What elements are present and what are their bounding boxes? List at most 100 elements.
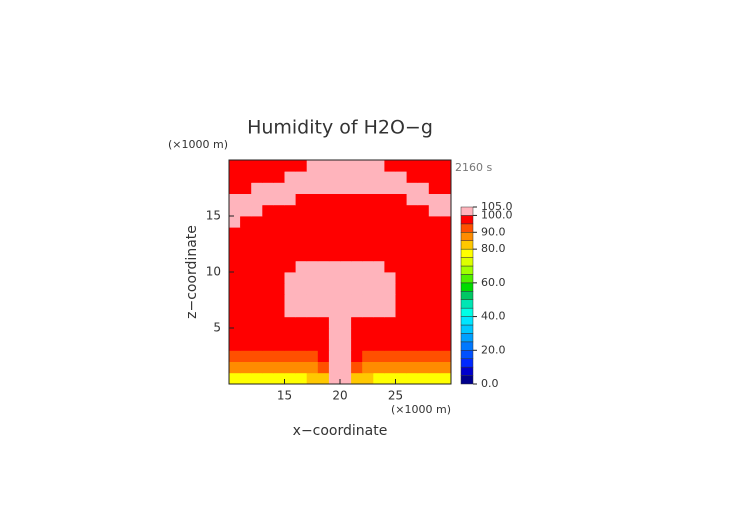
heat-cell xyxy=(229,249,241,262)
heat-cell xyxy=(251,272,263,284)
heat-cell xyxy=(428,339,441,351)
heat-cell xyxy=(428,305,441,318)
heat-cell xyxy=(351,238,363,250)
heat-cell xyxy=(328,227,341,239)
heat-cell xyxy=(373,294,385,306)
heat-cell xyxy=(417,328,430,340)
heat-cell xyxy=(362,305,374,318)
heat-cell xyxy=(384,328,396,340)
heat-cell xyxy=(295,272,308,284)
heat-cell xyxy=(384,227,396,239)
heat-cell xyxy=(428,350,441,362)
heat-cell xyxy=(295,182,308,194)
heat-cell xyxy=(384,160,396,172)
heat-cell xyxy=(384,294,396,306)
heat-cell xyxy=(395,193,407,206)
heat-cell xyxy=(340,294,352,306)
heat-cell xyxy=(295,350,308,362)
heat-cell xyxy=(395,204,407,217)
heat-cell xyxy=(284,350,296,362)
heat-cell xyxy=(273,372,285,385)
heat-cell xyxy=(251,260,263,273)
heat-cell xyxy=(273,227,285,239)
heat-cell xyxy=(251,182,263,194)
heat-cell xyxy=(417,204,430,217)
heat-cell xyxy=(328,361,341,374)
y-tick-label: 10 xyxy=(206,265,221,279)
heat-cell xyxy=(395,260,407,273)
heat-cell xyxy=(439,328,452,340)
heat-cell xyxy=(328,350,341,362)
heat-cell xyxy=(417,193,430,206)
heat-cell xyxy=(240,283,252,295)
heat-cell xyxy=(262,339,274,351)
heat-cell xyxy=(395,182,407,194)
heat-cell xyxy=(251,339,263,351)
heat-cell xyxy=(229,339,241,351)
heat-cell xyxy=(295,294,308,306)
colorbar-band xyxy=(460,291,474,300)
heat-cell xyxy=(362,249,374,262)
heat-cell xyxy=(340,260,352,273)
heat-cell xyxy=(351,227,363,239)
heat-cell xyxy=(317,339,330,351)
heat-cell xyxy=(428,316,441,329)
heat-cell xyxy=(251,238,263,250)
heat-cell xyxy=(351,193,363,206)
colorbar-band xyxy=(460,316,474,326)
heat-cell xyxy=(362,182,374,194)
colorbar-band xyxy=(460,274,474,284)
heat-cell xyxy=(351,328,363,340)
colorbar-band xyxy=(460,206,474,216)
heat-cell xyxy=(262,171,274,183)
heat-cell xyxy=(351,316,363,329)
heat-cell xyxy=(373,283,385,295)
heat-cell xyxy=(362,272,374,284)
heat-cell xyxy=(229,182,241,194)
heat-cell xyxy=(428,204,441,217)
heat-cell xyxy=(362,350,374,362)
heat-cell xyxy=(340,204,352,217)
heat-cell xyxy=(395,350,407,362)
heat-cell xyxy=(295,372,308,385)
heat-cell xyxy=(284,227,296,239)
heat-cell xyxy=(340,316,352,329)
heat-cell xyxy=(417,294,430,306)
heat-cell xyxy=(295,339,308,351)
heat-cell xyxy=(317,260,330,273)
heat-cell xyxy=(384,339,396,351)
heat-cell xyxy=(417,316,430,329)
heat-cell xyxy=(362,193,374,206)
heat-cell xyxy=(317,160,330,172)
heat-cell xyxy=(317,182,330,194)
heat-cell xyxy=(240,204,252,217)
heat-cell xyxy=(240,372,252,385)
heat-cell xyxy=(273,249,285,262)
heat-cell xyxy=(417,283,430,295)
colorbar-band xyxy=(460,341,474,351)
heat-cell xyxy=(428,193,441,206)
heat-cell xyxy=(384,372,396,385)
heat-cell xyxy=(295,305,308,318)
heat-cell xyxy=(240,361,252,374)
heat-cell xyxy=(406,193,419,206)
heat-cell xyxy=(273,283,285,295)
heat-cell xyxy=(328,328,341,340)
heat-cell xyxy=(262,227,274,239)
heat-cell xyxy=(428,160,441,172)
heat-cell xyxy=(295,316,308,329)
heat-cell xyxy=(229,171,241,183)
colorbar-tick-label: 100.0 xyxy=(481,208,513,221)
heat-cell xyxy=(306,182,319,194)
heat-cell xyxy=(373,238,385,250)
heat-cell xyxy=(328,272,341,284)
heat-cell xyxy=(251,216,263,228)
heat-cell xyxy=(284,160,296,172)
heat-cell xyxy=(251,350,263,362)
heat-cell xyxy=(351,272,363,284)
colorbar-band xyxy=(460,240,474,250)
heat-cell xyxy=(328,249,341,262)
heat-cell xyxy=(395,283,407,295)
heat-cell xyxy=(395,294,407,306)
